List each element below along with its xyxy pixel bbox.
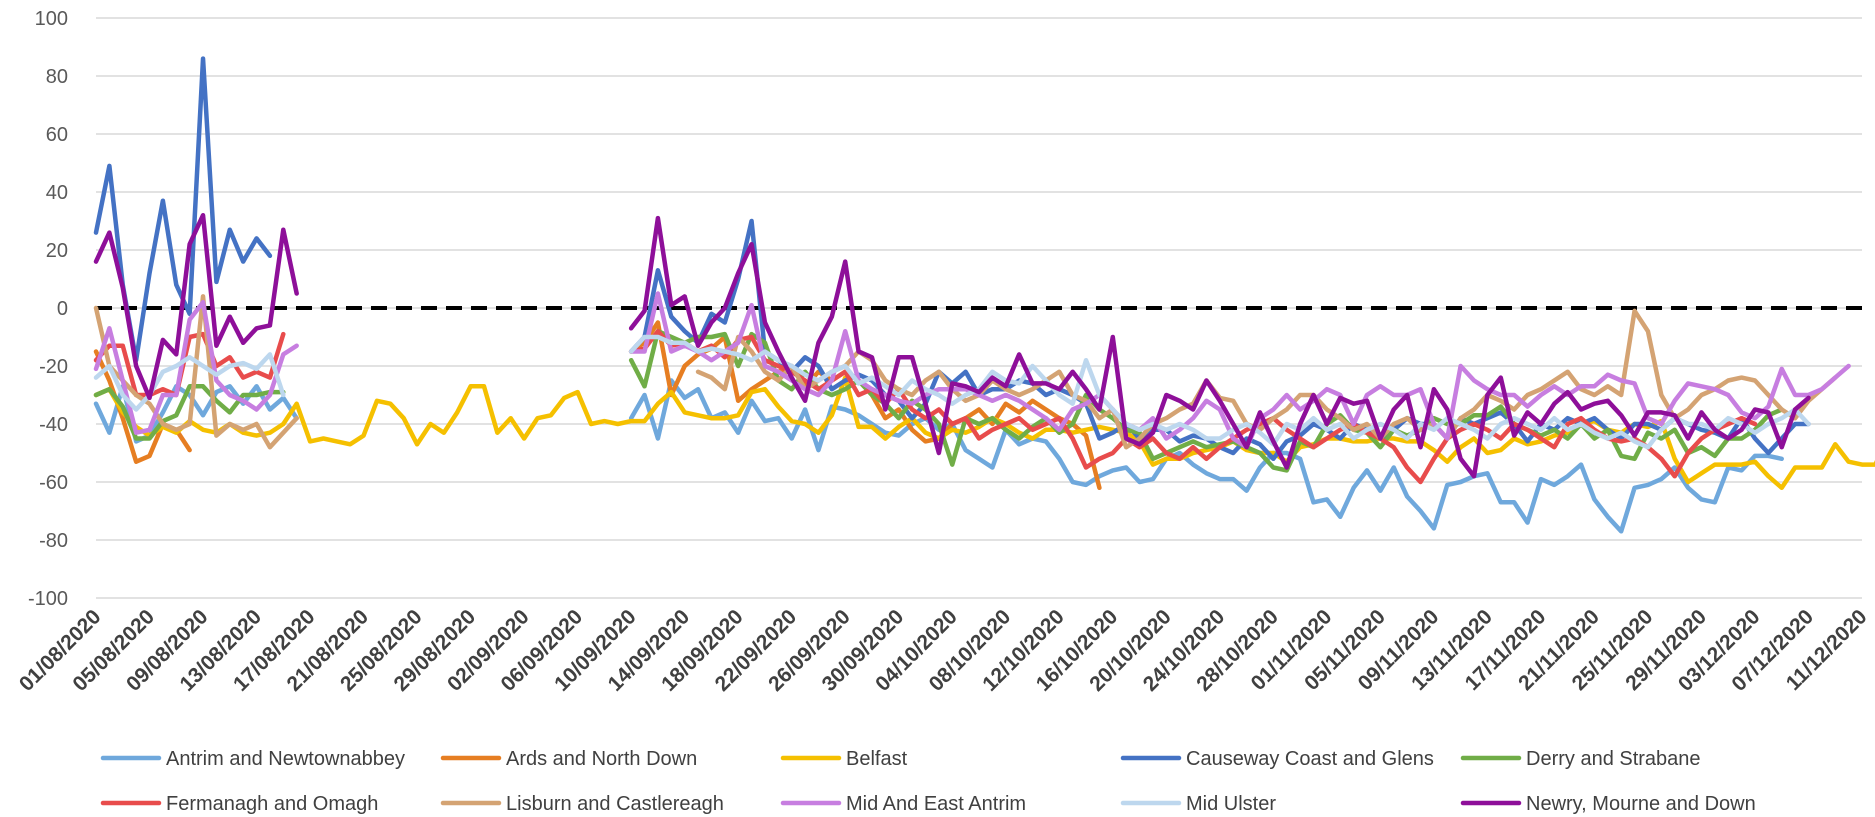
series-causeway-coast-and-glens xyxy=(93,56,1811,462)
legend-label: Newry, Mourne and Down xyxy=(1526,793,1756,815)
legend-label: Mid Ulster xyxy=(1186,793,1276,815)
legend-item-mid-ulster: Mid Ulster xyxy=(1120,793,1276,815)
legend-label: Antrim and Newtownabbey xyxy=(166,748,405,770)
legend-label: Lisburn and Castlereagh xyxy=(506,793,724,815)
legend-item-ards-and-north-down: Ards and North Down xyxy=(440,748,697,770)
legend-item-antrim-and-newtownabbey: Antrim and Newtownabbey xyxy=(100,748,405,770)
y-tick-label: 80 xyxy=(46,66,68,88)
legend-label: Derry and Strabane xyxy=(1526,748,1701,770)
legend-label: Causeway Coast and Glens xyxy=(1186,748,1434,770)
series-lines xyxy=(93,56,1875,534)
legend-item-lisburn-and-castlereagh: Lisburn and Castlereagh xyxy=(440,793,724,815)
y-tick-label: 20 xyxy=(46,240,68,262)
y-tick-label: 40 xyxy=(46,182,68,204)
legend-label: Fermanagh and Omagh xyxy=(166,793,378,815)
legend: Antrim and Newtownabbey Ards and North Do… xyxy=(100,748,1756,815)
series-line xyxy=(93,352,286,412)
legend-item-newry-mourne-and-down: Newry, Mourne and Down xyxy=(1460,793,1756,815)
series-line xyxy=(93,299,299,435)
series-mid-ulster xyxy=(93,334,1811,450)
x-axis-tick-labels: 01/08/202005/08/202009/08/202013/08/2020… xyxy=(15,605,1872,696)
legend-item-fermanagh-and-omagh: Fermanagh and Omagh xyxy=(100,793,378,815)
series-line xyxy=(93,212,299,401)
series-line xyxy=(93,331,286,398)
y-tick-label: 60 xyxy=(46,124,68,146)
legend-label: Ards and North Down xyxy=(506,748,697,770)
y-tick-label: -80 xyxy=(39,530,68,552)
series-line xyxy=(628,334,1811,450)
series-line xyxy=(628,215,1811,479)
y-tick-label: -100 xyxy=(28,588,68,610)
legend-item-derry-and-strabane: Derry and Strabane xyxy=(1460,748,1701,770)
legend-label: Mid And East Antrim xyxy=(846,793,1026,815)
legend-item-mid-and-east-antrim: Mid And East Antrim xyxy=(780,793,1026,815)
y-tick-label: 0 xyxy=(57,298,68,320)
series-fermanagh-and-omagh xyxy=(93,328,1758,485)
series-line xyxy=(628,328,1758,485)
y-tick-label: 100 xyxy=(35,8,68,30)
legend-item-belfast: Belfast xyxy=(780,748,908,770)
legend-item-causeway-coast-and-glens: Causeway Coast and Glens xyxy=(1120,748,1434,770)
series-line xyxy=(628,378,1784,534)
legend-label: Belfast xyxy=(846,748,908,770)
y-axis-tick-labels: 100 80 60 40 20 0 -20 -40 -60 -80 -100 xyxy=(28,8,68,610)
y-tick-label: -40 xyxy=(39,414,68,436)
series-newry-mourne-and-down xyxy=(93,212,1811,479)
y-tick-label: -60 xyxy=(39,472,68,494)
y-tick-label: -20 xyxy=(39,356,68,378)
series-line xyxy=(93,384,286,441)
